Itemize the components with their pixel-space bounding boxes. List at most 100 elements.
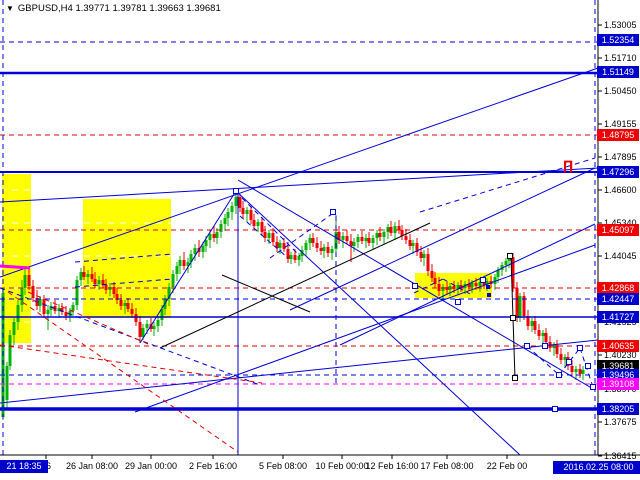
trend-line[interactable] [239, 215, 289, 259]
object-handle[interactable] [480, 277, 486, 283]
candle-body [349, 241, 353, 246]
object-handle[interactable] [524, 343, 530, 349]
candle-body [263, 232, 267, 238]
trend-line[interactable] [510, 256, 514, 319]
trend-line[interactable] [0, 67, 599, 278]
candle-body [123, 303, 127, 306]
candle-body [478, 282, 482, 286]
time-tick-label: 29 Jan 00:00 [124, 461, 178, 471]
candle-body [275, 242, 279, 248]
price-level-badge: 1.41727 [597, 311, 639, 323]
trend-line[interactable] [7, 291, 239, 453]
trend-line[interactable] [139, 190, 237, 344]
candle-body [504, 261, 508, 265]
candle-body [308, 238, 312, 243]
trend-line[interactable] [0, 264, 31, 270]
candle-body [356, 237, 360, 242]
candle-body [219, 224, 223, 232]
object-handle[interactable] [330, 209, 336, 215]
trend-line[interactable] [235, 190, 521, 456]
time-tick-label: 10 Feb 00:00 [315, 461, 369, 471]
trend-line[interactable] [0, 167, 599, 203]
time-tick-label: 12 Feb 16:00 [365, 461, 419, 471]
chart-title-text: GBPUSD,H4 1.39771 1.39781 1.39663 1.3968… [17, 3, 221, 14]
object-handle[interactable] [510, 315, 516, 321]
candle-body [160, 309, 164, 320]
object-handle[interactable] [233, 188, 239, 194]
candle-body [315, 243, 319, 248]
red-pi-arrow[interactable]: ∏ [563, 159, 573, 174]
trend-line[interactable] [339, 223, 596, 346]
trend-line[interactable] [159, 222, 431, 349]
object-anchor-handle[interactable] [486, 285, 490, 289]
candle-body [175, 266, 179, 274]
candle-body [64, 312, 68, 316]
candle-body [278, 243, 282, 248]
candle-body [182, 260, 186, 266]
highlight-zone[interactable] [83, 199, 171, 318]
candle-body [112, 287, 116, 294]
candle-body [79, 272, 83, 280]
candle-body [378, 233, 382, 237]
object-handle[interactable] [507, 253, 513, 259]
object-handle[interactable] [512, 375, 518, 381]
object-handle[interactable] [552, 406, 558, 412]
object-handle[interactable] [566, 359, 572, 365]
trend-line[interactable] [558, 347, 581, 376]
chart-collapse-icon[interactable]: ▼ [6, 3, 14, 13]
candle-body [271, 233, 275, 242]
trend-line[interactable] [289, 167, 596, 311]
price-level-badge: 1.39108 [597, 378, 639, 390]
candle-body [578, 369, 582, 374]
object-anchor-handle[interactable] [487, 293, 491, 297]
candle-body [204, 240, 208, 246]
trend-line[interactable] [74, 253, 173, 263]
candle-body [459, 285, 463, 288]
object-handle[interactable] [585, 363, 591, 369]
price-tick-label: 1.36415 [604, 451, 637, 461]
candle-body [337, 232, 341, 240]
trend-line[interactable] [74, 278, 173, 288]
candle-body [563, 357, 567, 360]
trend-line[interactable] [241, 197, 301, 257]
price-level-badge: 1.38205 [597, 403, 639, 415]
candle-body [138, 322, 142, 337]
trend-line[interactable] [0, 339, 599, 404]
trend-line[interactable] [221, 274, 311, 313]
object-handle[interactable] [556, 372, 562, 378]
candle-body [57, 308, 61, 311]
candle-body [493, 277, 497, 284]
candle-body [430, 271, 434, 278]
object-handle[interactable] [542, 343, 548, 349]
candle-body [341, 236, 345, 240]
price-tick-label: 1.40230 [604, 350, 637, 360]
object-handle[interactable] [577, 345, 583, 351]
candle-body [171, 274, 175, 287]
candle-body [496, 270, 500, 277]
candle-body [90, 274, 94, 279]
time-tick-label: 17 Feb 08:00 [420, 461, 474, 471]
candle-body [226, 212, 230, 218]
object-handle[interactable] [455, 299, 461, 305]
trend-line[interactable] [526, 345, 560, 376]
trend-line[interactable] [27, 291, 149, 345]
trend-line[interactable] [134, 244, 596, 413]
candle-body [234, 197, 238, 206]
trend-line[interactable] [512, 317, 516, 379]
object-handle[interactable] [412, 283, 418, 289]
candle-body [574, 369, 578, 372]
candle-body [134, 314, 138, 322]
time-tick-label: 26 Jan 08:00 [65, 461, 119, 471]
candle-body [411, 243, 415, 246]
trend-line[interactable] [419, 157, 596, 213]
candle-body [334, 232, 338, 249]
candle-body [474, 283, 478, 286]
candle-body [178, 260, 182, 266]
price-level-badge: 1.45097 [597, 224, 639, 236]
trend-line[interactable] [0, 344, 263, 384]
trend-line[interactable] [269, 213, 333, 259]
candle-body [101, 280, 105, 285]
object-handle[interactable] [590, 384, 596, 390]
